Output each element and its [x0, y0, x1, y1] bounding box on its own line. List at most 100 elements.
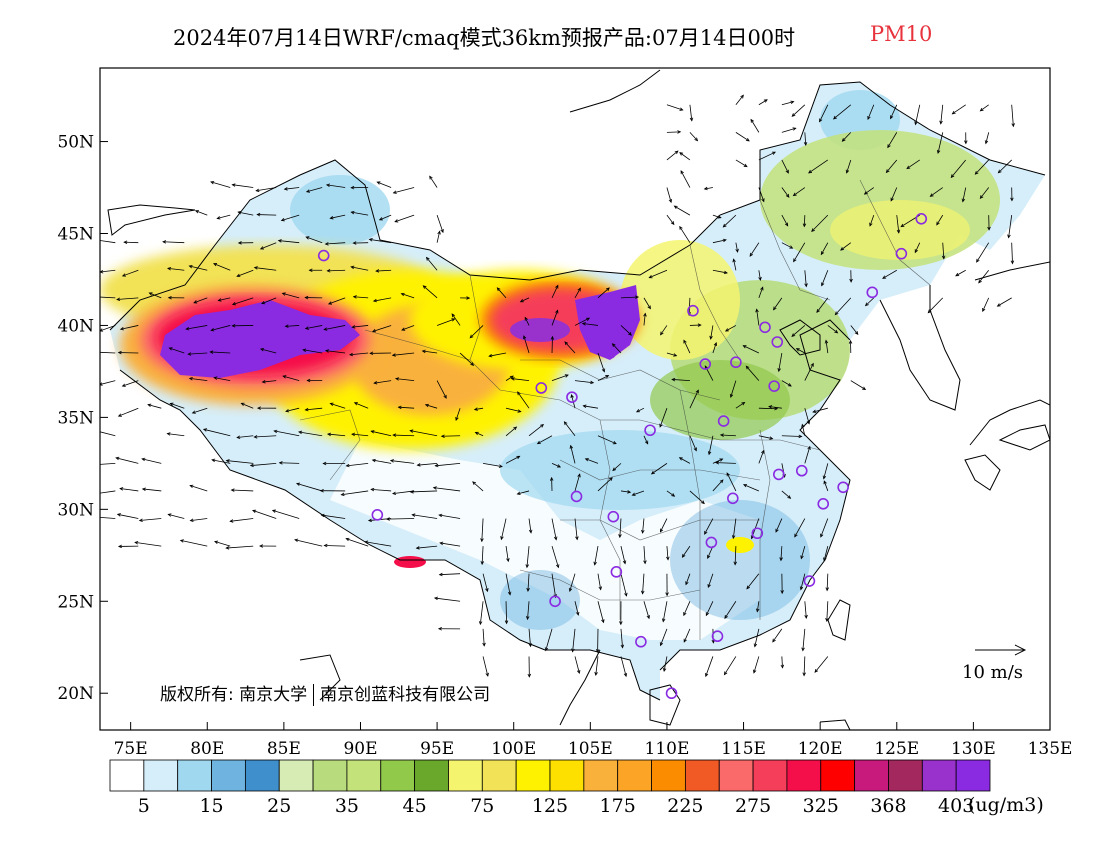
wind-arrow — [758, 151, 776, 161]
wind-arrow — [574, 317, 591, 326]
wind-arrow — [353, 402, 369, 409]
wind-arrow — [841, 132, 852, 142]
wind-arrow — [749, 242, 760, 257]
wind-arrow — [253, 266, 277, 271]
wind-arrow — [324, 242, 346, 246]
wind-arrow — [689, 132, 699, 142]
longitude-axis: 75E 80E 85E 90E 95E 100E 105E 110E 115E 120E 125E 1… — [114, 722, 1073, 759]
wind-arrow — [660, 325, 668, 336]
wind-arrow — [620, 573, 628, 597]
wind-arrow — [100, 269, 116, 274]
wind-arrow — [671, 377, 690, 382]
wind-arrow — [941, 242, 946, 260]
wind-arrow — [574, 380, 595, 385]
lon-tick-label: 115E — [721, 739, 766, 759]
wind-arrow — [253, 435, 277, 439]
wind-arrow — [302, 348, 323, 354]
wind-arrow — [259, 242, 277, 250]
legend-swatch — [684, 759, 720, 792]
wind-arrow — [277, 239, 300, 244]
lon-tick-label: 135E — [1028, 739, 1073, 759]
lat-tick-label: 45N — [57, 225, 94, 245]
wind-arrow — [781, 127, 797, 133]
wind-arrow — [147, 403, 162, 409]
legend-swatch — [820, 759, 856, 792]
wind-arrow — [704, 518, 714, 535]
wind-arrow — [298, 430, 323, 437]
lon-tick-label: 120E — [798, 739, 843, 759]
legend-tick-label: 125 — [532, 795, 568, 817]
wind-arrow — [116, 297, 139, 302]
wind-arrow — [955, 269, 966, 277]
wind-arrow — [278, 461, 300, 465]
wind-arrow — [214, 540, 231, 547]
wind-arrow — [216, 214, 231, 220]
wind-arrow — [574, 473, 581, 492]
wind-arrow — [134, 541, 162, 547]
wind-arrow — [819, 104, 829, 123]
wind-arrow — [370, 487, 392, 492]
wind-arrow — [391, 352, 415, 357]
wind-arrow — [231, 324, 254, 328]
station-marker — [607, 510, 620, 523]
wind-arrow — [569, 444, 576, 464]
wind-arrow — [824, 339, 829, 354]
wind-arrow — [378, 214, 392, 221]
station-marker — [566, 391, 578, 403]
credit-org1: 南京大学 — [239, 685, 308, 705]
wind-arrow — [640, 573, 645, 595]
wind-arrow — [781, 159, 789, 174]
wind-arrow — [415, 545, 438, 550]
wind-arrow — [800, 546, 806, 560]
wind-arrow — [305, 236, 323, 244]
wind-arrow — [961, 187, 967, 203]
wind-arrow — [758, 187, 765, 203]
wind-arrow — [808, 159, 829, 174]
wind-arrow — [780, 656, 785, 669]
wind-arrow — [188, 264, 208, 271]
wind-arrow — [840, 242, 852, 251]
wind-arrow — [162, 240, 185, 244]
wind-arrow — [429, 175, 438, 188]
wind-arrow — [510, 377, 530, 382]
wind-arrow — [732, 258, 737, 271]
wind-arrow — [236, 435, 254, 439]
wind-arrow — [595, 628, 600, 654]
latitude-axis: 50N 45N 40N 35N 30N 25N 20N — [57, 133, 108, 704]
station-marker — [730, 356, 742, 369]
legend-units: (ug/m3) — [968, 794, 1044, 816]
wind-arrow — [890, 104, 898, 120]
wind-arrow — [746, 573, 760, 590]
wind-arrow — [306, 378, 323, 383]
wind-arrow — [169, 402, 185, 409]
wind-arrow — [802, 656, 806, 677]
wind-arrow — [459, 352, 475, 366]
wind-arrow — [166, 432, 185, 437]
wind-arrow — [707, 573, 714, 589]
wind-arrow — [781, 380, 792, 387]
wind-arrow — [369, 351, 392, 356]
wind-arrow — [673, 205, 691, 216]
wind-arrow — [100, 240, 116, 244]
title-main: 2024年07月14日WRF/cmaq模式36km预报产品:07月14日00时 — [173, 26, 796, 50]
wind-arrow — [849, 270, 853, 283]
wind-arrow — [742, 484, 760, 492]
wind-arrow — [505, 546, 510, 563]
wind-arrow — [141, 487, 162, 492]
wind-arrow — [281, 292, 300, 299]
legend-swatch — [177, 759, 212, 792]
wind-arrow — [712, 238, 727, 244]
station-marker — [371, 509, 384, 521]
wind-arrow — [803, 132, 808, 147]
wind-arrow — [997, 159, 1012, 174]
wind-arrow — [422, 285, 438, 299]
wind-arrow — [474, 431, 484, 437]
wind-arrow — [801, 423, 806, 436]
wind-arrow — [801, 628, 806, 652]
wind-arrow — [117, 544, 139, 549]
lat-tick-label: 20N — [57, 684, 94, 704]
wind-arrow — [712, 269, 728, 275]
wind-arrow — [549, 476, 554, 491]
wind-arrow — [659, 628, 668, 647]
wind-arrow — [768, 405, 782, 409]
